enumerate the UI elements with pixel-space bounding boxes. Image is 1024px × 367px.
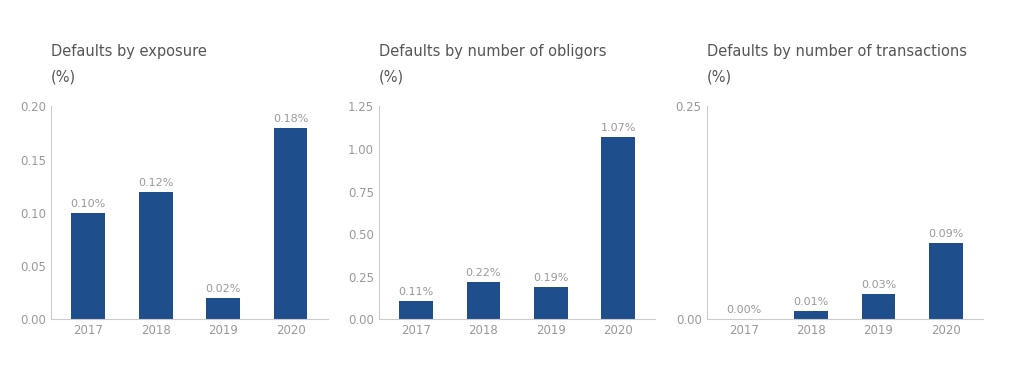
Bar (861, 294, 895, 319)
Text: (%): (%) (707, 69, 732, 84)
Text: 0.03%: 0.03% (861, 280, 896, 290)
Bar (206, 298, 240, 319)
Text: 0.01%: 0.01% (794, 297, 828, 307)
Bar (601, 137, 635, 319)
Text: Defaults by exposure: Defaults by exposure (51, 44, 207, 59)
Text: (%): (%) (379, 69, 404, 84)
Bar (72, 213, 105, 319)
Bar (139, 192, 173, 319)
Text: Defaults by number of transactions: Defaults by number of transactions (707, 44, 967, 59)
Text: 1.07%: 1.07% (601, 123, 636, 133)
Text: (%): (%) (51, 69, 77, 84)
Text: 0.19%: 0.19% (534, 273, 568, 283)
Text: 0.22%: 0.22% (466, 268, 501, 278)
Text: 0.09%: 0.09% (929, 229, 964, 239)
Text: 0.00%: 0.00% (726, 305, 761, 316)
Text: 0.18%: 0.18% (273, 114, 308, 124)
Bar (534, 287, 567, 319)
Text: Defaults by number of obligors: Defaults by number of obligors (379, 44, 606, 59)
Text: 0.12%: 0.12% (138, 178, 173, 188)
Text: 0.11%: 0.11% (398, 287, 433, 297)
Bar (929, 243, 963, 319)
Bar (795, 311, 828, 319)
Bar (399, 301, 433, 319)
Bar (467, 282, 501, 319)
Text: 0.02%: 0.02% (206, 284, 241, 294)
Bar (273, 128, 307, 319)
Text: 0.10%: 0.10% (71, 199, 105, 209)
